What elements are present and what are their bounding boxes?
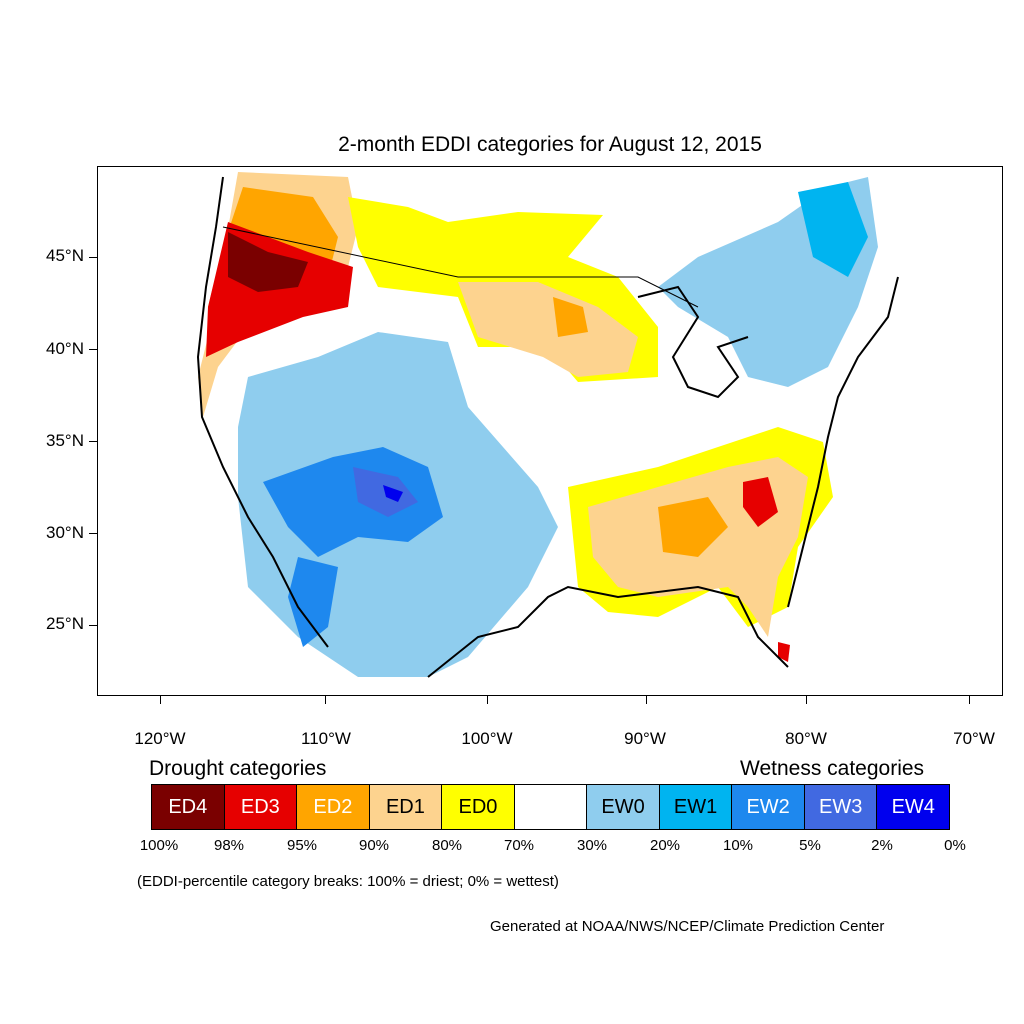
lon-label-100: 100°W	[461, 729, 513, 748]
legend-label-ew2: EW2	[746, 795, 790, 818]
map-region-north-ed1	[458, 282, 638, 377]
lon-tick	[325, 696, 326, 704]
map-region-nw-ed4	[228, 232, 308, 292]
lon-label-70: 70°W	[953, 729, 995, 748]
breaks-note: (EDDI-percentile category breaks: 100% =…	[137, 873, 559, 890]
break-label: 10%	[722, 837, 754, 854]
legend-swatch-ed0: ED0	[442, 785, 515, 829]
break-label: 70%	[503, 837, 535, 854]
eddi-map	[97, 166, 1003, 696]
drought-categories-title: Drought categories	[149, 757, 327, 780]
legend-label-ew1: EW1	[673, 795, 718, 818]
lon-tick	[487, 696, 488, 704]
lat-tick	[89, 349, 97, 350]
lat-label-40: 40°N	[46, 339, 84, 358]
lat-label-35: 35°N	[46, 431, 84, 450]
map-region-se-ed2	[658, 497, 728, 557]
legend-swatch-ew0: EW0	[587, 785, 660, 829]
map-region-sw-ew2	[288, 557, 338, 647]
legend-swatch-ed1: ED1	[369, 785, 443, 829]
great-lakes	[637, 285, 749, 399]
break-label: 100%	[139, 837, 179, 854]
lat-tick	[89, 625, 97, 626]
coastline-east	[787, 276, 899, 608]
legend-label-ew3: EW3	[819, 795, 863, 818]
wetness-categories-title: Wetness categories	[740, 757, 925, 780]
lon-label-110: 110°W	[301, 729, 351, 748]
break-label: 98%	[213, 837, 245, 854]
lon-tick	[646, 696, 647, 704]
lat-label-45: 45°N	[46, 246, 84, 265]
lon-label-120: 120°W	[134, 729, 186, 748]
legend-label-ed0: ED0	[458, 795, 498, 818]
lat-tick	[89, 533, 97, 534]
map-title: 2-month EDDI categories for August 12, 2…	[338, 133, 762, 156]
coastline-gulf	[427, 585, 789, 678]
break-label: 5%	[799, 837, 821, 854]
lat-label-25: 25°N	[46, 614, 84, 633]
break-label: 30%	[576, 837, 608, 854]
map-region-fl-ed3	[778, 642, 790, 662]
legend-swatch-ed3: ED3	[224, 785, 298, 829]
map-region-west-ew1	[263, 447, 443, 557]
lon-tick	[160, 696, 161, 704]
legend-label-ew0: EW0	[601, 795, 645, 818]
lon-label-80: 80°W	[785, 729, 827, 748]
break-label: 2%	[871, 837, 893, 854]
legend-swatch-ew2: EW2	[732, 785, 805, 829]
map-region-ne-ew1	[798, 182, 868, 277]
legend-swatch-ed4: ED4	[152, 785, 225, 829]
break-label: 20%	[649, 837, 681, 854]
coastline-west	[196, 176, 329, 648]
map-region-north-ed2	[553, 297, 588, 337]
break-label: 0%	[944, 837, 966, 854]
lat-label-30: 30°N	[46, 523, 84, 542]
legend-label-ed3: ED3	[240, 795, 280, 818]
legend-label-ed1: ED1	[385, 795, 425, 818]
lon-tick	[806, 696, 807, 704]
legend-label-ed4: ED4	[168, 795, 208, 818]
legend-label-ed2: ED2	[313, 795, 353, 818]
credit-line: Generated at NOAA/NWS/NCEP/Climate Predi…	[490, 918, 885, 935]
border-canada	[222, 226, 699, 308]
legend-swatch-ew4: EW4	[877, 785, 950, 829]
break-label: 90%	[358, 837, 390, 854]
legend-swatch-neutral	[514, 785, 588, 829]
break-label: 95%	[286, 837, 318, 854]
legend-color-bar: ED4 ED3 ED2 ED1 ED0 EW0 EW1 EW2 EW3 EW4	[151, 784, 950, 830]
lat-tick	[89, 441, 97, 442]
legend-swatch-ed2: ED2	[297, 785, 370, 829]
map-region-se-ed3	[743, 477, 778, 527]
lon-label-90: 90°W	[624, 729, 666, 748]
lon-tick	[969, 696, 970, 704]
legend-swatch-ew1: EW1	[659, 785, 733, 829]
map-region-west-ew4	[383, 485, 403, 502]
legend-label-ew4: EW4	[891, 795, 935, 818]
lat-tick	[89, 257, 97, 258]
legend-swatch-ew3: EW3	[804, 785, 878, 829]
break-label: 80%	[431, 837, 463, 854]
